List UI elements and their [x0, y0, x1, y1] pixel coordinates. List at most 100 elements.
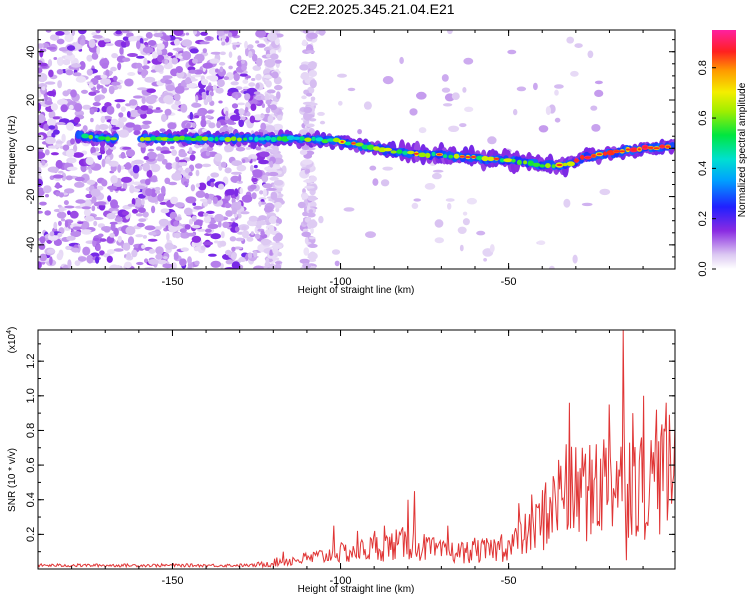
- noise-blob: [136, 55, 145, 59]
- noise-blob: [121, 210, 129, 216]
- noise-blob: [57, 170, 64, 174]
- noise-blob: [418, 127, 427, 134]
- noise-blob: [275, 223, 280, 226]
- noise-blob: [301, 95, 307, 100]
- noise-blob: [65, 175, 73, 181]
- noise-blob: [251, 53, 258, 62]
- noise-blob: [191, 74, 202, 78]
- noise-blob: [242, 159, 246, 164]
- noise-blob: [334, 260, 340, 267]
- noise-blob: [46, 117, 57, 127]
- ridge-cell: [254, 136, 259, 142]
- noise-blob: [153, 30, 158, 33]
- ridge-peak: [436, 153, 442, 156]
- noise-blob: [411, 202, 419, 209]
- noise-blob: [93, 220, 98, 227]
- noise-blob: [131, 208, 139, 214]
- noise-blob: [100, 149, 106, 155]
- noise-blob: [445, 198, 455, 202]
- noise-blob: [201, 128, 208, 133]
- noise-blob: [225, 210, 233, 217]
- noise-blob: [144, 258, 149, 264]
- noise-blob: [236, 164, 247, 172]
- ridge-cell: [286, 135, 295, 141]
- noise-blob: [236, 180, 243, 184]
- noise-blob: [197, 211, 205, 217]
- ridge-cell: [487, 156, 495, 161]
- noise-blob: [442, 103, 453, 107]
- noise-blob: [276, 91, 281, 100]
- ridge-cell: [344, 141, 352, 146]
- noise-blob: [136, 261, 144, 266]
- noise-blob: [100, 78, 112, 85]
- noise-blob: [464, 106, 474, 113]
- ridge-peak: [459, 155, 465, 158]
- noise-blob: [189, 48, 199, 54]
- noise-blob: [338, 100, 343, 106]
- noise-blob: [125, 149, 136, 157]
- noise-blob: [212, 196, 218, 204]
- noise-blob: [210, 260, 222, 268]
- noise-blob: [205, 90, 210, 96]
- noise-blob: [271, 71, 279, 79]
- ridge-cell: [361, 144, 369, 150]
- ridge-cell: [173, 136, 180, 142]
- noise-blob: [84, 215, 95, 222]
- noise-blob: [451, 92, 460, 100]
- noise-blob: [264, 58, 276, 68]
- spectrogram-x-axis: -150 -100 -50: [37, 30, 644, 288]
- noise-blob: [70, 230, 82, 238]
- noise-blob: [248, 215, 258, 222]
- noise-blob: [49, 34, 60, 41]
- noise-blob: [247, 44, 254, 49]
- noise-blob: [47, 145, 59, 149]
- noise-blob: [274, 84, 283, 91]
- noise-blob: [137, 67, 143, 73]
- noise-blob: [163, 35, 171, 42]
- noise-blob: [185, 77, 192, 85]
- noise-blob: [128, 36, 138, 42]
- noise-blob: [151, 205, 156, 214]
- noise-blob: [66, 52, 73, 56]
- noise-blob: [60, 104, 68, 113]
- noise-blob: [56, 98, 68, 106]
- noise-blob: [266, 168, 278, 173]
- noise-blob: [195, 94, 199, 103]
- noise-blob: [229, 236, 237, 242]
- noise-blob: [219, 51, 226, 56]
- noise-blob: [203, 212, 208, 217]
- ridge-cell: [110, 137, 117, 141]
- noise-blob: [168, 181, 178, 186]
- noise-blob: [243, 86, 249, 90]
- noise-blob: [125, 226, 136, 236]
- noise-blob: [74, 176, 85, 182]
- noise-blob: [154, 64, 164, 73]
- noise-blob: [180, 103, 188, 113]
- noise-blob: [238, 118, 245, 128]
- noise-blob: [115, 30, 123, 35]
- noise-blob: [79, 38, 86, 46]
- ridge-cell: [230, 136, 237, 141]
- ridge-cell: [453, 153, 460, 159]
- ridge-cell: [532, 162, 541, 167]
- y-tick-label: 1.0: [25, 388, 37, 403]
- noise-blob: [241, 230, 250, 239]
- noise-blob: [143, 156, 149, 160]
- noise-blob: [148, 248, 156, 254]
- noise-blob: [237, 201, 242, 206]
- noise-blob: [38, 113, 46, 123]
- noise-blob: [193, 30, 198, 35]
- noise-blob: [181, 39, 193, 47]
- noise-blob: [210, 233, 221, 240]
- ridge-cell: [383, 147, 392, 152]
- noise-blob: [237, 258, 247, 262]
- noise-blob: [250, 231, 254, 236]
- ridge-cell: [355, 142, 364, 147]
- noise-blob: [299, 64, 309, 71]
- noise-blob: [124, 261, 132, 269]
- noise-blob: [145, 95, 157, 105]
- noise-blob: [131, 198, 136, 206]
- noise-blob: [264, 93, 270, 102]
- ridge-peak: [579, 156, 585, 159]
